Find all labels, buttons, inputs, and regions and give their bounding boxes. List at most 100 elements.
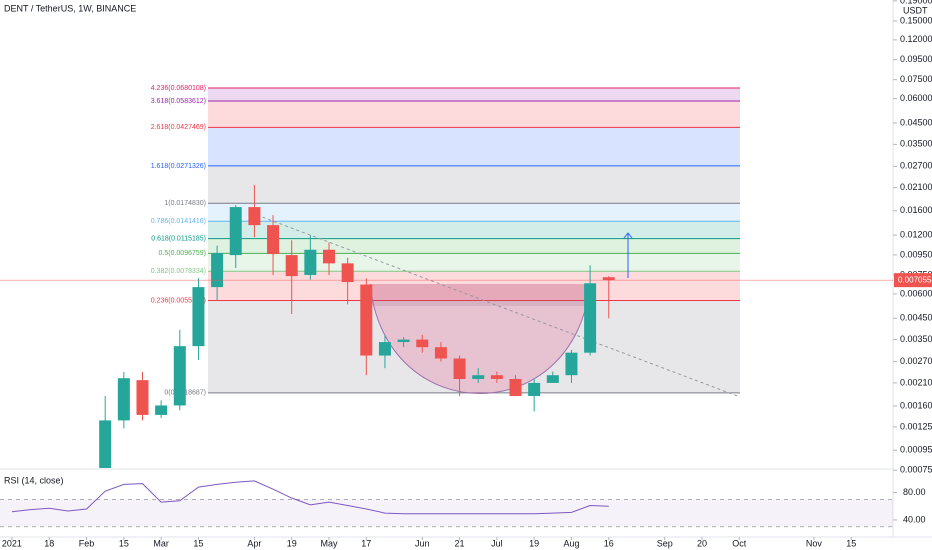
candle-body [565, 352, 578, 376]
candle-body [341, 263, 354, 283]
y-tick-label: 0.0950000 [900, 54, 932, 64]
x-tick-label: 18 [44, 538, 54, 548]
fib-label: 1.618(0.0271326) [151, 163, 206, 170]
fib-label: 0.618(0.0115185) [151, 235, 206, 242]
candle-body [285, 255, 298, 277]
fib-band [208, 221, 740, 239]
x-tick-label: 21 [455, 538, 465, 548]
fib-label: 0.786(0.0141416) [151, 218, 206, 225]
chart-title: DENT / TetherUS, 1W, BINANCE [4, 3, 136, 13]
x-tick-label: 19 [529, 538, 539, 548]
trend-line [256, 214, 741, 398]
y-tick-label: 0.0045000 [900, 313, 932, 323]
x-tick-label: Nov [806, 538, 823, 548]
candle-body [229, 207, 242, 256]
candle-body [453, 358, 466, 379]
fib-band [208, 238, 740, 254]
x-tick-label: Jun [415, 538, 430, 548]
y-tick-label: 0.0160000 [900, 205, 932, 215]
x-tick-label: 16 [604, 538, 614, 548]
fib-band [208, 88, 740, 101]
candle-body [173, 346, 186, 406]
y-tick-label: 0.0021000 [900, 377, 932, 387]
y-unit: USDT [903, 5, 928, 15]
y-tick-label: 0.0210000 [900, 182, 932, 192]
candle-body [267, 225, 280, 255]
x-tick-label: 19 [287, 538, 297, 548]
fib-label: 0.236(0.0055537) [151, 297, 206, 304]
y-tick-label: 0.1500000 [900, 15, 932, 25]
x-tick-label: Oct [732, 538, 747, 548]
y-tick-label: 0.0035000 [900, 334, 932, 344]
x-tick-label: 15 [119, 538, 129, 548]
x-tick-label: Apr [247, 538, 261, 548]
candle-body [472, 375, 485, 379]
candle-body [509, 378, 522, 396]
candle-body [397, 339, 410, 343]
x-tick-label: 15 [846, 538, 856, 548]
fib-label: 2.618(0.0427469) [151, 124, 206, 131]
fib-band [208, 165, 740, 204]
y-tick-label: 0.0027000 [900, 356, 932, 366]
fib-band [208, 253, 740, 272]
y-tick-label: 0.0450000 [900, 117, 932, 127]
arrow-head [623, 232, 633, 239]
candle-body [155, 405, 168, 415]
x-tick-label: Mar [153, 538, 169, 548]
fib-label: 4.236(0.0680108) [151, 85, 206, 92]
candle-body [584, 283, 597, 353]
y-tick-label: 0.0270000 [900, 161, 932, 171]
fib-label: 3.618(0.0583612) [151, 98, 206, 105]
y-tick-label: 0.0350000 [900, 139, 932, 149]
x-tick-label: Jul [491, 538, 503, 548]
candles [99, 184, 615, 468]
rsi-band [0, 499, 893, 527]
fib-label: 1(0.0174830) [164, 200, 206, 207]
y-tick-label: 0.0016000 [900, 400, 932, 410]
y-tick-label: 0.1200000 [900, 34, 932, 44]
candle-body [99, 420, 112, 468]
candle-body [323, 249, 335, 264]
candle-body [602, 277, 615, 281]
cup-top [370, 284, 590, 306]
fib-label: 0.5(0.0096759) [159, 250, 206, 257]
y-tick-label: 0.0012500 [900, 421, 932, 431]
rsi-tick-label: 80.00 [903, 487, 926, 497]
candle-body [528, 382, 541, 396]
y-tick-label: 0.0120000 [900, 229, 932, 239]
candle-body [378, 342, 391, 356]
candle-body [434, 347, 447, 359]
x-tick-label: Sep [657, 538, 673, 548]
candle-body [117, 378, 130, 421]
x-tick-label: Feb [79, 538, 95, 548]
candle-body [211, 252, 224, 288]
x-tick-label: 20 [697, 538, 707, 548]
y-tick-label: 0.0750000 [900, 74, 932, 84]
fib-group: 4.236(0.0680108) 3.618(0.0583612) 2.618(0.… [151, 85, 740, 397]
last-price-label: 0.0070554 [898, 275, 932, 284]
fib-band [208, 127, 740, 166]
rsi-tick-label: 40.00 [903, 514, 926, 524]
candle-body [360, 284, 373, 356]
annotations [256, 214, 741, 398]
fib-band [208, 100, 740, 128]
y-tick-label: 0.0007500 [900, 465, 932, 475]
x-tick-label: 15 [193, 538, 203, 548]
y-tick-label: 0.0600000 [900, 93, 932, 103]
candle-body [248, 207, 261, 226]
candle-body [546, 375, 559, 383]
candle-body [192, 287, 205, 347]
y-tick-label: 0.0009500 [900, 445, 932, 455]
fib-band [208, 203, 740, 222]
x-tick-label: 2021 [2, 538, 22, 548]
fib-band [208, 271, 740, 301]
candle-body [490, 375, 503, 379]
candle-body [304, 249, 317, 275]
x-tick-label: Aug [563, 538, 579, 548]
candle-body [136, 380, 149, 415]
x-tick-label: May [320, 538, 338, 548]
x-tick-label: 17 [361, 538, 371, 548]
y-tick-label: 0.0095000 [900, 249, 932, 259]
